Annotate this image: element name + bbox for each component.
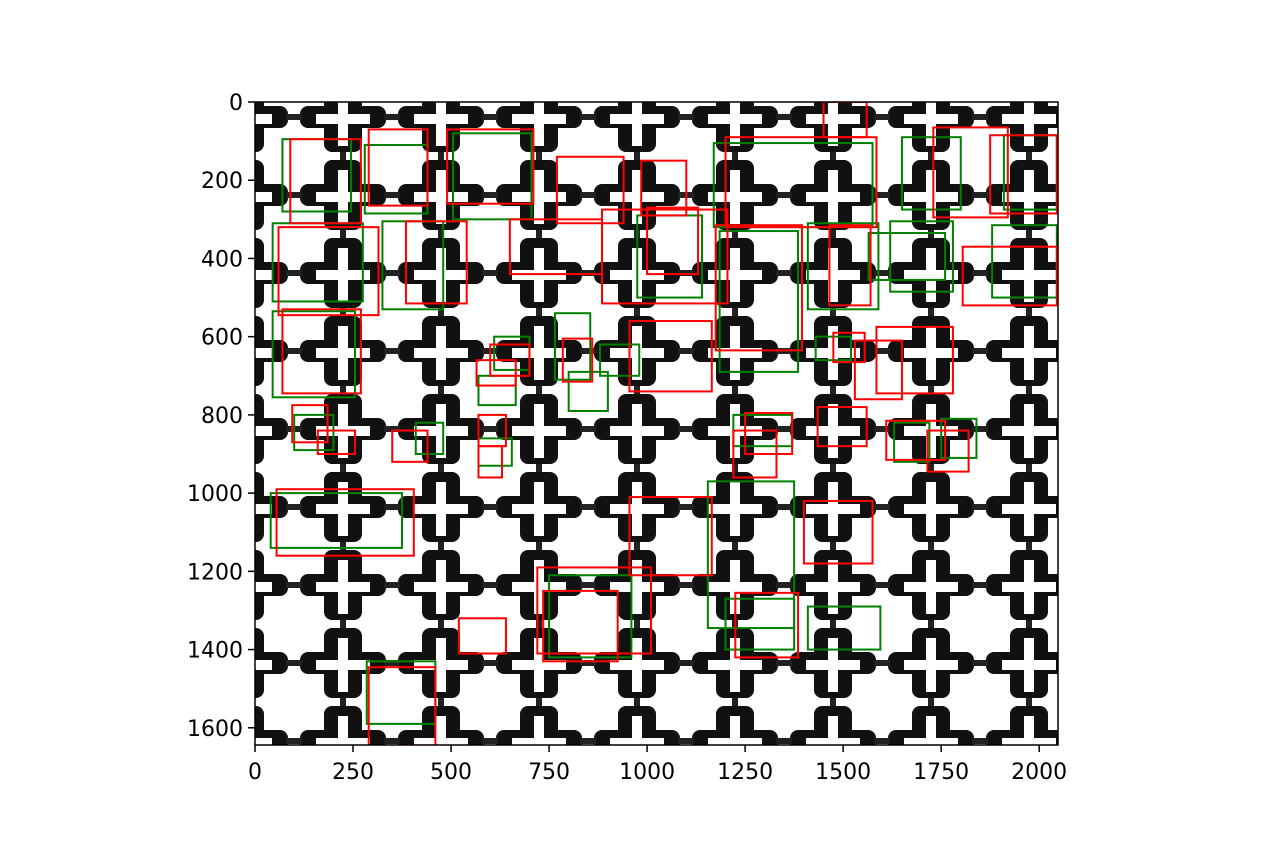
bounding-boxes [269,102,1058,745]
y-tick-label: 800 [201,404,243,429]
y-tick-label: 1200 [187,560,243,585]
bounding-box-red-19 [561,337,594,383]
y-tick-label: 400 [201,247,243,272]
bounding-box-green-20 [414,421,445,456]
bounding-box-red-4 [555,155,625,225]
bounding-box-red-26 [316,429,356,456]
bounding-box-red-29 [477,445,504,479]
bounding-box-red-22 [875,325,954,395]
x-tick-label: 1000 [619,760,675,785]
bounding-box-red-23 [628,320,713,393]
bounding-box-red-3 [446,128,535,205]
bounding-box-red-8 [640,159,688,217]
bounding-box-green-32 [867,232,947,281]
bounding-box-red-7 [989,134,1058,215]
bounding-box-red-21 [853,339,903,401]
bounding-box-red-6 [932,126,1009,219]
bounding-box-red-1 [289,138,362,225]
x-axis: 0 250 500 750 1000 1250 1500 1750 2000 [248,745,1067,785]
x-tick-label: 2000 [1011,760,1067,785]
bounding-box-red-24 [475,359,517,387]
bounding-box-green-2 [452,132,533,221]
bounding-box-red-27 [391,429,429,463]
bounding-box-red-31 [732,429,778,479]
bounding-box-red-12 [277,226,380,317]
bounding-box-green-4 [900,136,962,211]
bounding-box-green-16 [599,343,641,377]
bounding-box-green-14 [553,312,592,381]
bounding-box-red-34 [926,429,970,473]
bounding-box-green-23 [893,421,931,463]
background-image [255,102,1058,745]
bounding-box-green-24 [940,417,978,459]
bounding-box-red-2 [367,128,429,207]
y-tick-label: 1400 [187,639,243,664]
bounding-box-red-33 [885,419,947,461]
bounding-box-red-37 [628,496,713,577]
x-tick-label: 250 [332,760,374,785]
y-tick-label: 1000 [187,482,243,507]
bounding-box-red-9 [646,206,700,276]
bounding-box-green-28 [724,597,796,651]
bounding-box-red-35 [275,488,415,557]
bounding-box-red-30 [744,411,794,456]
y-tick-label: 200 [201,169,243,194]
bounding-box-green-12 [271,310,356,399]
bounding-box-red-15 [828,224,872,307]
bounding-box-red-42 [367,666,437,745]
bounding-box-green-17 [718,230,800,373]
bounding-box-green-26 [706,480,796,630]
bounding-box-green-15 [567,370,609,412]
x-tick-label: 1250 [717,760,773,785]
bounding-box-red-40 [734,591,800,659]
bounding-box-red-20 [832,331,866,364]
x-tick-label: 1500 [815,760,871,785]
x-tick-label: 1750 [913,760,969,785]
bounding-box-red-13 [404,220,468,305]
y-axis: 0 200 400 600 800 1000 1200 1400 1600 [187,91,255,742]
bounding-box-red-16 [961,245,1058,307]
y-tick-label: 600 [201,326,243,351]
bounding-box-green-19 [293,413,335,452]
bounding-box-green-10 [889,220,954,293]
bounding-box-red-32 [816,406,868,448]
bounding-box-red-38 [536,566,653,655]
x-tick-label: 750 [528,760,570,785]
bounding-box-red-11 [508,218,603,276]
bounding-box-red-25 [291,404,329,444]
bounding-box-red-36 [802,499,874,565]
x-tick-label: 500 [430,760,472,785]
y-tick-label: 0 [229,91,243,116]
plot-frame [254,101,1059,746]
bounding-box-green-29 [806,605,882,651]
bounding-box-green-25 [269,492,404,549]
bounding-box-green-27 [548,574,633,659]
y-tick-label: 1600 [187,717,243,742]
bounding-box-red-14 [714,224,803,352]
bounding-box-green-9 [806,222,880,311]
bounding-box-red-39 [542,589,619,663]
x-tick-label: 0 [248,760,262,785]
plot-area [254,101,1059,746]
bounding-box-red-41 [457,617,507,655]
bounding-box-red-17 [281,308,362,395]
